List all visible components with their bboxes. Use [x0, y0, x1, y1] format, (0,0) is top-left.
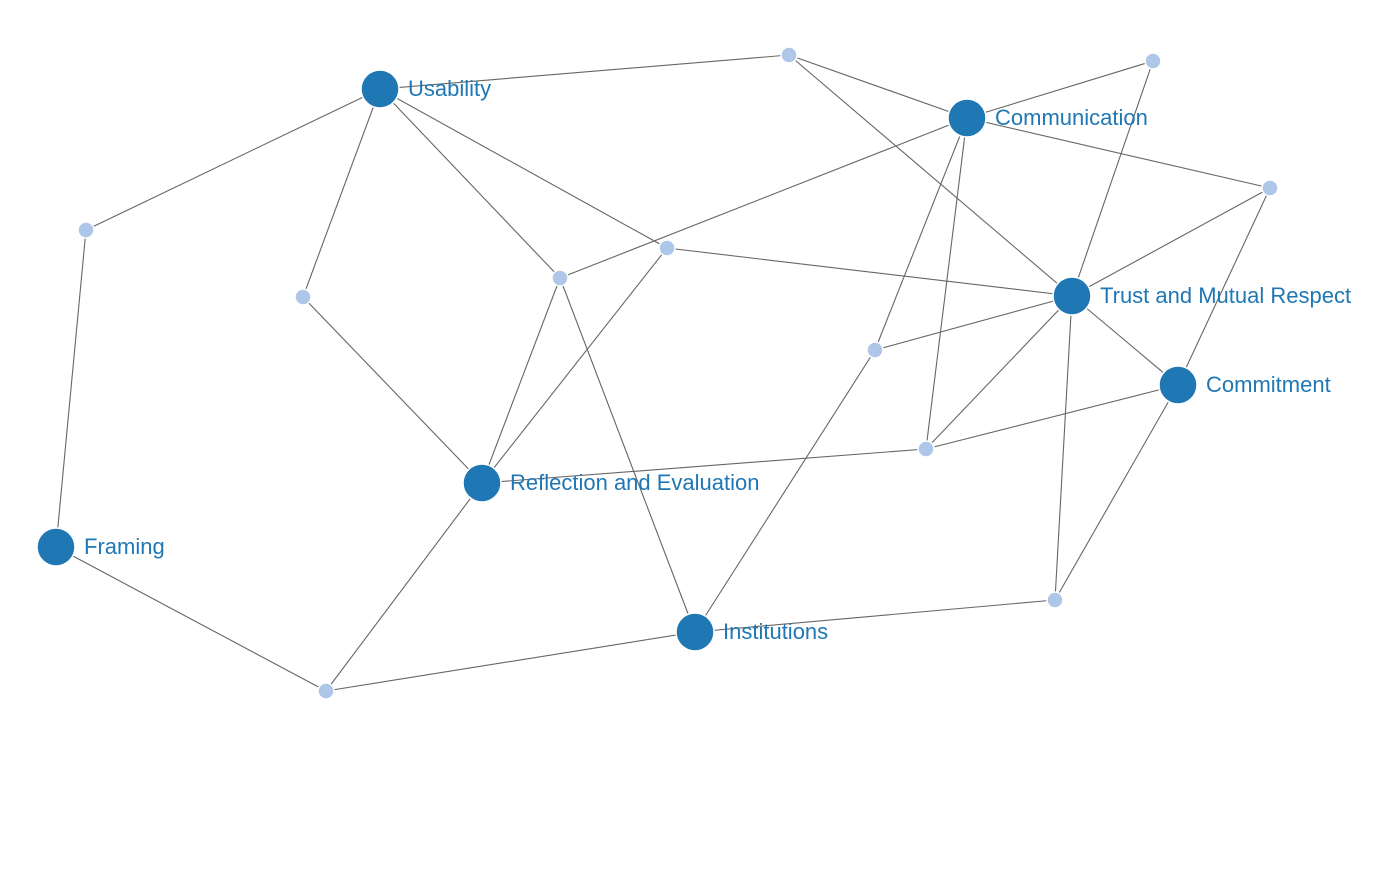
edge-m11-framing: [55, 546, 327, 692]
edge-m6-trust: [666, 247, 1073, 297]
edge-m8-institutions: [694, 349, 876, 633]
edge-usability-m4: [85, 88, 381, 231]
edge-communication-m9: [925, 117, 968, 450]
minor-node-m6[interactable]: [658, 239, 676, 257]
edge-usability-m6: [379, 88, 668, 249]
edge-trust-m10: [1054, 295, 1073, 601]
node-label-usability: Usability: [408, 76, 491, 101]
edge-communication-m2: [966, 60, 1154, 119]
edge-communication-m5: [559, 117, 968, 279]
edge-communication-m8: [874, 117, 968, 351]
labels-layer: Usability Communication Trust and Mutual R…: [84, 76, 1351, 644]
edge-m9-reflection: [481, 448, 927, 484]
edge-m9-commitment: [925, 384, 1179, 450]
edge-m7-reflection: [302, 296, 483, 484]
edge-m5-institutions: [559, 277, 696, 633]
minor-node-m10[interactable]: [1046, 591, 1064, 609]
edge-m1-communication: [788, 54, 968, 119]
node-usability[interactable]: [360, 69, 400, 109]
edge-trust-commitment: [1071, 295, 1179, 386]
minor-node-m5[interactable]: [551, 269, 569, 287]
edge-m4-framing: [55, 229, 87, 548]
edge-m2-trust: [1071, 60, 1154, 297]
edge-commitment-m10: [1054, 384, 1179, 601]
node-reflection[interactable]: [462, 463, 502, 503]
node-label-institutions: Institutions: [723, 619, 828, 644]
edge-m1-trust: [788, 54, 1073, 297]
node-label-framing: Framing: [84, 534, 165, 559]
minor-node-m11[interactable]: [317, 682, 335, 700]
node-label-reflection: Reflection and Evaluation: [510, 470, 760, 495]
edge-institutions-m11: [325, 631, 696, 692]
edge-usability-m5: [379, 88, 561, 279]
minor-node-m8[interactable]: [866, 341, 884, 359]
edges-layer: [55, 54, 1271, 692]
edge-usability-m7: [302, 88, 381, 298]
edge-trust-m9: [925, 295, 1073, 450]
node-label-commitment: Commitment: [1206, 372, 1331, 397]
edge-m11-reflection: [325, 482, 483, 692]
minor-node-m4[interactable]: [77, 221, 95, 239]
edge-m3-commitment: [1177, 187, 1271, 386]
edge-trust-m8: [874, 295, 1073, 351]
edge-m3-trust: [1071, 187, 1271, 297]
minor-node-m2[interactable]: [1144, 52, 1162, 70]
edge-communication-m3: [966, 117, 1271, 189]
minor-node-m7[interactable]: [294, 288, 312, 306]
edge-usability-m1: [379, 54, 790, 90]
node-commitment[interactable]: [1158, 365, 1198, 405]
nodes-layer: [36, 46, 1279, 700]
edge-m6-reflection: [481, 247, 668, 484]
node-communication[interactable]: [947, 98, 987, 138]
node-label-trust: Trust and Mutual Respect: [1100, 283, 1351, 308]
node-label-communication: Communication: [995, 105, 1148, 130]
edge-m5-reflection: [481, 277, 561, 484]
node-institutions[interactable]: [675, 612, 715, 652]
minor-node-m9[interactable]: [917, 440, 935, 458]
edge-m10-institutions: [694, 599, 1056, 633]
minor-node-m1[interactable]: [780, 46, 798, 64]
minor-node-m3[interactable]: [1261, 179, 1279, 197]
node-framing[interactable]: [36, 527, 76, 567]
node-trust[interactable]: [1052, 276, 1092, 316]
